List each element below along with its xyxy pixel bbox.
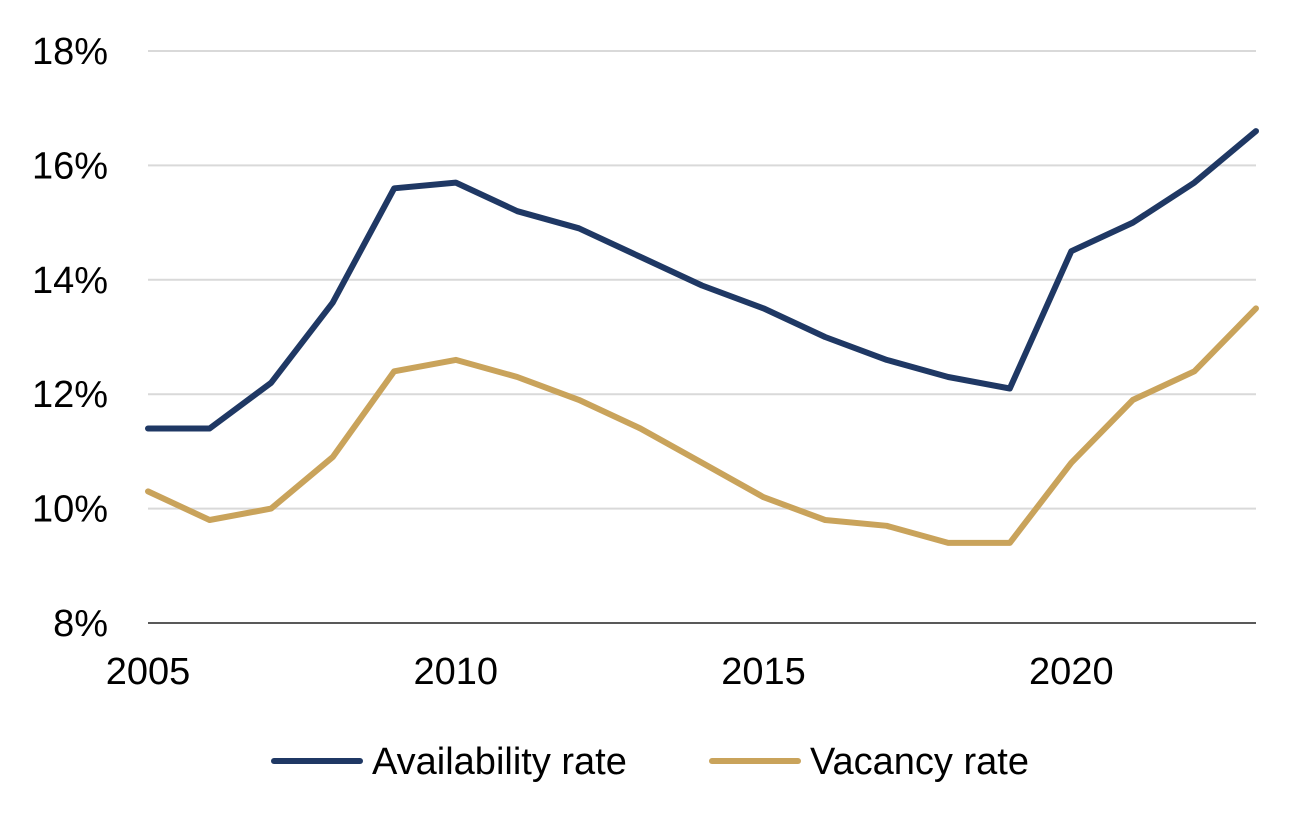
- x-tick-label: 2015: [721, 651, 806, 693]
- series-line-vacancy-rate: [145, 305, 1259, 546]
- y-tick-label: 8%: [53, 603, 108, 645]
- x-tick-label: 2010: [414, 651, 499, 693]
- series-lines: [145, 128, 1259, 546]
- x-axis-ticks: 2005 2010 2015 2020: [106, 651, 1114, 693]
- y-tick-label: 16%: [32, 145, 108, 187]
- series-line-availability-rate: [145, 128, 1259, 432]
- legend: Availability rate Vacancy rate: [271, 741, 1029, 783]
- legend-item-vacancy-rate: Vacancy rate: [709, 741, 1029, 783]
- gridlines: [148, 50, 1256, 510]
- x-tick-label: 2005: [106, 651, 191, 693]
- legend-label: Vacancy rate: [810, 741, 1029, 783]
- y-tick-label: 10%: [32, 489, 108, 531]
- y-tick-label: 12%: [32, 374, 108, 416]
- y-tick-label: 14%: [32, 260, 108, 302]
- legend-label: Availability rate: [372, 741, 627, 783]
- y-axis-ticks: 8% 10% 12% 14% 16% 18%: [32, 31, 108, 645]
- y-tick-label: 18%: [32, 31, 108, 73]
- legend-item-availability-rate: Availability rate: [271, 741, 627, 783]
- x-tick-label: 2020: [1029, 651, 1114, 693]
